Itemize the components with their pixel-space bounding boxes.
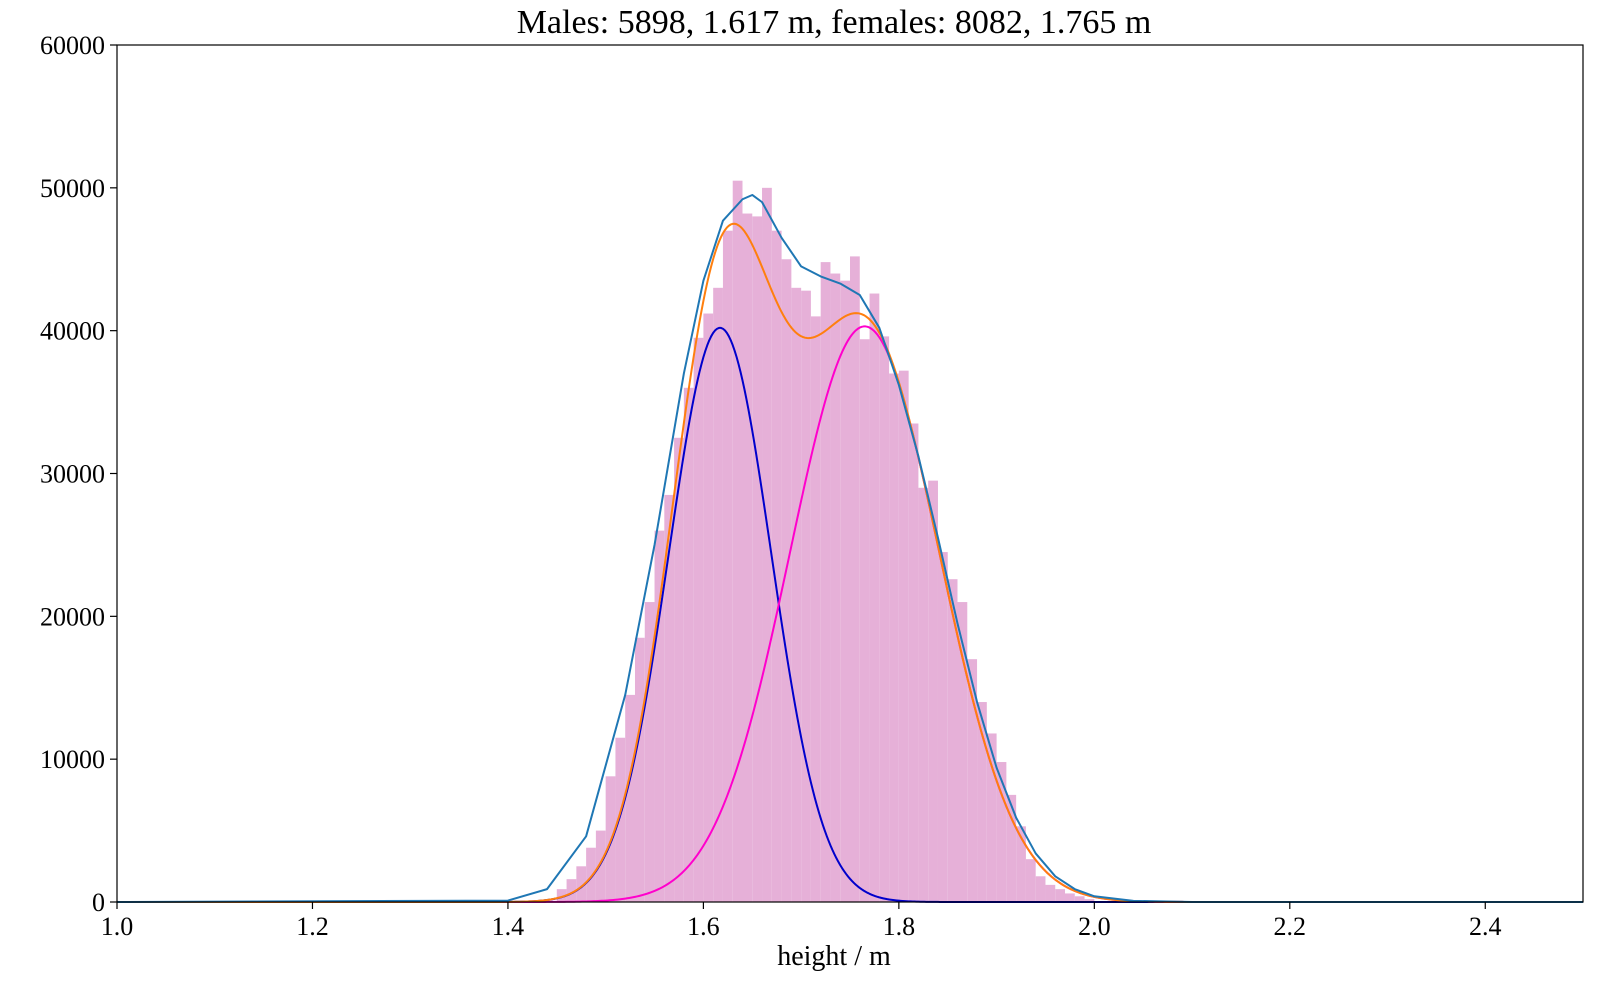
y-tick-label: 0 [92,888,105,917]
histogram-bar [810,316,821,903]
x-tick-label: 2.4 [1469,912,1502,941]
x-tick-label: 1.0 [101,912,134,941]
x-axis-label: height / m [777,941,891,972]
histogram-bar [781,259,792,902]
histogram-bar [1045,884,1056,902]
y-tick-label: 10000 [40,745,105,774]
histogram-bar [1016,826,1026,902]
histogram-bar [576,866,587,902]
y-tick-label: 50000 [40,174,105,203]
x-tick-label: 1.4 [492,912,525,941]
y-tick-label: 20000 [40,602,105,631]
histogram-bar [898,370,909,902]
histogram-bar [977,702,987,902]
histogram-bar [889,373,899,902]
histogram-bar [742,213,753,902]
histogram-bar [908,423,919,902]
histogram-bar [986,733,997,902]
histogram-bar [674,437,684,902]
x-tick-label: 1.2 [296,912,329,941]
histogram-bar [1035,876,1046,902]
histogram-bar [1025,859,1036,902]
x-tick-label: 2.0 [1078,912,1111,941]
x-tick-label: 1.8 [883,912,916,941]
histogram-bar [840,280,850,902]
histogram-bar [830,273,841,902]
histogram-bar [947,579,958,902]
histogram-bar [703,313,714,902]
histogram-bar [967,659,978,902]
histogram-bar [850,256,860,903]
histogram-bar [771,230,782,902]
histogram-bar [556,889,567,902]
histogram-bar [928,480,938,902]
histogram-bar [1074,896,1085,902]
histogram-bar [1084,899,1095,902]
y-tick-label: 60000 [40,31,105,60]
histogram-bar [615,737,626,902]
histogram-bar [595,830,606,902]
histogram-bar [732,180,743,903]
histogram-bar [713,287,723,903]
histogram-bar [957,602,968,902]
y-tick-label: 40000 [40,317,105,346]
histogram-bar [869,293,880,902]
histogram-bar [722,230,733,902]
histogram-bar [566,879,577,902]
x-tick-label: 1.6 [687,912,720,941]
histogram-bar [762,187,772,903]
x-tick-label: 2.2 [1274,912,1307,941]
histogram-bar [693,337,704,902]
histogram-bar [937,552,948,902]
histogram-bars [556,180,1095,903]
histogram-bar [683,387,694,902]
histogram-bar [586,847,596,902]
histogram-bar [820,262,831,902]
histogram-bar [752,216,763,902]
series-line-4 [116,193,1583,903]
y-tick-label: 30000 [40,460,105,489]
histogram-bar [859,339,870,902]
histogram-bar [625,694,635,902]
histogram-bar [1065,893,1075,902]
histogram-bar [644,602,655,902]
histogram-bar [654,530,665,902]
histogram-bar [1055,889,1066,902]
histogram-bar [996,762,1007,902]
histogram-bar [918,487,929,902]
histogram-bar [791,287,802,903]
histogram-bar [879,336,890,902]
axes: 1.0 1.2 1.4 1.6 1.8 2.0 2.2 2.4 0 10000 20000 30000… [40,31,1584,941]
histogram-bar [664,494,675,902]
chart-title: Males: 5898, 1.617 m, females: 8082, 1.7… [517,4,1152,41]
histogram-bar [1006,794,1017,902]
histogram-bar [634,637,645,902]
histogram-bar [801,290,811,902]
